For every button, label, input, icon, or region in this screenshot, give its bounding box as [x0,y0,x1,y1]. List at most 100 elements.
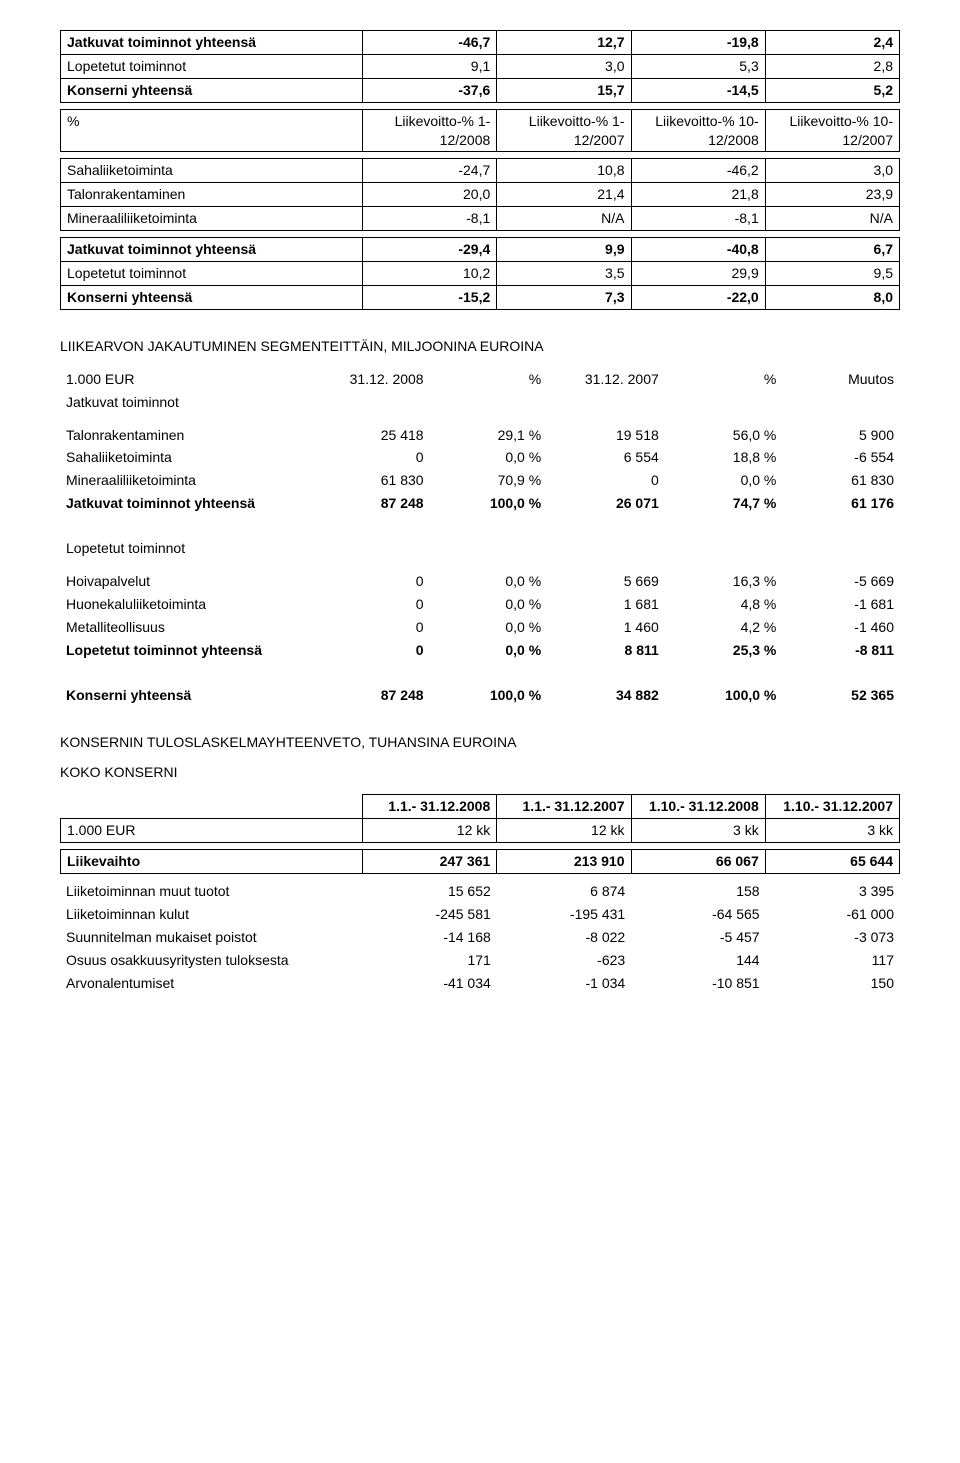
row-value: 0,0 % [430,616,548,639]
table-liikevoitto-group2: Jatkuvat toiminnot yhteensä-29,49,9-40,8… [60,237,900,310]
row-value: 15 652 [362,880,496,903]
table-liikevoitto-group1: Sahaliiketoiminta-24,710,8-46,23,0Talonr… [60,158,900,231]
row-value: 5 669 [547,570,665,593]
row-value: -1 460 [782,616,900,639]
table-jatkuvat-top: Jatkuvat toiminnot yhteensä-46,712,7-19,… [60,30,900,103]
row-value: 20,0 [363,183,497,207]
row-value: 9,1 [363,54,497,78]
row-value: 74,7 % [665,492,783,515]
row-value: -14,5 [631,78,765,102]
row-value: 2,4 [765,31,899,55]
table-tulos-header: 1.1.- 31.12.2008 1.1.- 31.12.2007 1.10.-… [60,794,900,843]
row-label: Sahaliiketoiminta [60,446,312,469]
row-value: 0 [312,570,430,593]
row-value: 34 882 [547,684,665,707]
liikevaihto-1: 247 361 [363,850,497,874]
row-value: 158 [631,880,765,903]
row-value: 8 811 [547,639,665,662]
header-lv2: Liikevoitto-% 1-12/2007 [497,109,631,152]
row-value: 87 248 [312,492,430,515]
row-value: -40,8 [631,238,765,262]
liikearvo-h4: 31.12. 2007 [547,368,665,391]
liikearvo-h2: 31.12. 2008 [312,368,430,391]
table-liikevaihto: Liikevaihto 247 361 213 910 66 067 65 64… [60,849,900,874]
row-value: -623 [497,949,631,972]
row-label: Liiketoiminnan kulut [60,903,362,926]
row-value: -5 669 [782,570,900,593]
row-value: 100,0 % [665,684,783,707]
tulos-htop-4: 1.10.- 31.12.2007 [765,795,899,819]
tulos-hrow-2: 12 kk [497,819,631,843]
row-label: Jatkuvat toiminnot yhteensä [61,31,363,55]
row-value: 1 681 [547,593,665,616]
row-value: 12,7 [497,31,631,55]
row-value: 10,2 [363,262,497,286]
tulos-htop-1: 1.1.- 31.12.2008 [363,795,497,819]
row-value: 16,3 % [665,570,783,593]
row-label: Konserni yhteensä [61,285,363,309]
header-lv3: Liikevoitto-% 10-12/2008 [631,109,765,152]
row-label: Konserni yhteensä [60,684,312,707]
liikearvo-h5: % [665,368,783,391]
liikearvo-lopetetut-label: Lopetetut toiminnot [60,537,312,560]
row-label: Metalliteollisuus [60,616,312,639]
row-label: Lopetetut toiminnot yhteensä [60,639,312,662]
row-value: 29,1 % [430,424,548,447]
row-value: 10,8 [497,159,631,183]
liikevaihto-2: 213 910 [497,850,631,874]
row-value: 18,8 % [665,446,783,469]
row-value: 15,7 [497,78,631,102]
row-value: -8,1 [631,207,765,231]
table-liikearvo: 1.000 EUR 31.12. 2008 % 31.12. 2007 % Mu… [60,368,900,707]
liikevaihto-3: 66 067 [631,850,765,874]
row-value: -3 073 [766,926,900,949]
row-value: -41 034 [362,972,496,995]
row-label: Talonrakentaminen [60,424,312,447]
row-value: 7,3 [497,285,631,309]
row-value: 3 395 [766,880,900,903]
row-value: 5,2 [765,78,899,102]
row-value: 144 [631,949,765,972]
row-value: 6 554 [547,446,665,469]
row-value: 150 [766,972,900,995]
row-label: Jatkuvat toiminnot yhteensä [61,238,363,262]
row-value: -10 851 [631,972,765,995]
row-label: Lopetetut toiminnot [61,262,363,286]
row-value: -8,1 [363,207,497,231]
row-value: 3,5 [497,262,631,286]
row-value: -14 168 [362,926,496,949]
header-lv1: Liikevoitto-% 1-12/2008 [363,109,497,152]
liikearvo-h6: Muutos [782,368,900,391]
liikevaihto-label: Liikevaihto [61,850,363,874]
row-label: Mineraaliliiketoiminta [61,207,363,231]
row-label: Konserni yhteensä [61,78,363,102]
row-label: Sahaliiketoiminta [61,159,363,183]
header-pct: % [61,109,363,152]
row-value: 6,7 [765,238,899,262]
row-label: Huonekaluliiketoiminta [60,593,312,616]
tulos-htop-3: 1.10.- 31.12.2008 [631,795,765,819]
row-value: -1 681 [782,593,900,616]
row-value: 0,0 % [665,469,783,492]
row-value: -19,8 [631,31,765,55]
row-label: Liiketoiminnan muut tuotot [60,880,362,903]
row-label: Hoivapalvelut [60,570,312,593]
row-value: 23,9 [765,183,899,207]
row-value: -64 565 [631,903,765,926]
row-value: 100,0 % [430,492,548,515]
row-value: 26 071 [547,492,665,515]
row-value: N/A [765,207,899,231]
liikearvo-h1: 1.000 EUR [60,368,312,391]
row-value: -22,0 [631,285,765,309]
row-label: Talonrakentaminen [61,183,363,207]
row-value: -6 554 [782,446,900,469]
row-value: 0,0 % [430,593,548,616]
row-value: -5 457 [631,926,765,949]
liikearvo-jatkuvat-label: Jatkuvat toiminnot [60,391,312,414]
row-value: 5,3 [631,54,765,78]
row-value: 2,8 [765,54,899,78]
row-value: 9,9 [497,238,631,262]
row-value: 29,9 [631,262,765,286]
row-value: -1 034 [497,972,631,995]
row-value: N/A [497,207,631,231]
